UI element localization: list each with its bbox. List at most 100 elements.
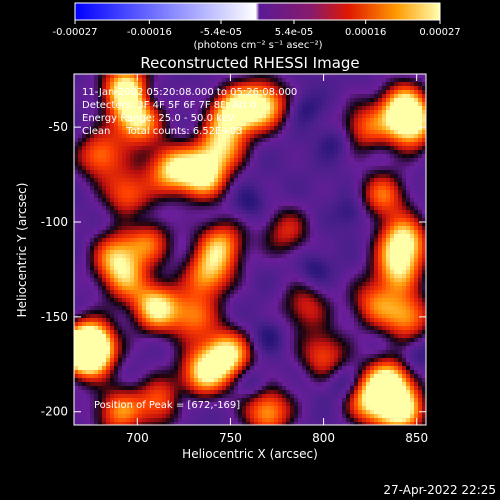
heatmap-cell [170, 166, 174, 170]
heatmap-cell [182, 166, 186, 170]
heatmap-cell [370, 102, 374, 106]
heatmap-cell [182, 98, 186, 102]
heatmap-cell [74, 122, 78, 126]
heatmap-cell [198, 214, 202, 218]
heatmap-cell [218, 166, 222, 170]
heatmap-cell [398, 250, 402, 254]
heatmap-cell [238, 154, 242, 158]
heatmap-cell [182, 242, 186, 246]
heatmap-cell [162, 138, 166, 142]
heatmap-cell [346, 166, 350, 170]
heatmap-cell [414, 262, 418, 266]
heatmap-cell [330, 138, 334, 142]
heatmap-cell [418, 146, 422, 150]
heatmap-cell [398, 114, 402, 118]
heatmap-cell [414, 282, 418, 286]
heatmap-cell [98, 202, 102, 206]
heatmap-cell [342, 110, 346, 114]
heatmap-cell [410, 266, 414, 270]
heatmap-cell [214, 246, 218, 250]
heatmap-cell [302, 134, 306, 138]
heatmap-cell [146, 226, 150, 230]
heatmap-cell [282, 86, 286, 90]
heatmap-cell [298, 190, 302, 194]
heatmap-cell [270, 198, 274, 202]
heatmap-cell [410, 146, 414, 150]
heatmap-cell [378, 78, 382, 82]
heatmap-cell [190, 254, 194, 258]
heatmap-cell [254, 134, 258, 138]
heatmap-cell [114, 266, 118, 270]
heatmap-cell [234, 90, 238, 94]
heatmap-cell [186, 282, 190, 286]
heatmap-cell [322, 118, 326, 122]
heatmap-cell [310, 178, 314, 182]
heatmap-cell [154, 90, 158, 94]
heatmap-cell [134, 210, 138, 214]
heatmap-cell [174, 78, 178, 82]
heatmap-cell [174, 190, 178, 194]
heatmap-cell [78, 186, 82, 190]
heatmap-cell [362, 190, 366, 194]
heatmap-cell [226, 290, 230, 294]
heatmap-cell [202, 86, 206, 90]
heatmap-cell [226, 198, 230, 202]
heatmap-cell [74, 170, 78, 174]
heatmap-cell [286, 98, 290, 102]
heatmap-cell [314, 234, 318, 238]
heatmap-cell [342, 182, 346, 186]
heatmap-cell [334, 254, 338, 258]
heatmap-cell [222, 238, 226, 242]
heatmap-cell [118, 210, 122, 214]
heatmap-cell [242, 178, 246, 182]
heatmap-cell [366, 206, 370, 210]
heatmap-cell [318, 270, 322, 274]
heatmap-cell [182, 182, 186, 186]
heatmap-cell [90, 298, 94, 302]
heatmap-cell [282, 266, 286, 270]
heatmap-cell [210, 154, 214, 158]
heatmap-cell [210, 186, 214, 190]
heatmap-cell [94, 162, 98, 166]
heatmap-cell [382, 186, 386, 190]
heatmap-cell [230, 214, 234, 218]
heatmap-cell [294, 198, 298, 202]
heatmap-cell [350, 182, 354, 186]
heatmap-cell [346, 282, 350, 286]
heatmap-cell [410, 246, 414, 250]
heatmap-cell [382, 178, 386, 182]
heatmap-cell [258, 294, 262, 298]
heatmap-cell [338, 142, 342, 146]
heatmap-cell [186, 106, 190, 110]
heatmap-cell [306, 170, 310, 174]
heatmap-cell [318, 246, 322, 250]
heatmap-cell [110, 142, 114, 146]
heatmap-cell [354, 126, 358, 130]
heatmap-cell [350, 186, 354, 190]
heatmap-cell [206, 234, 210, 238]
heatmap-cell [402, 214, 406, 218]
heatmap-cell [130, 82, 134, 86]
heatmap-cell [134, 186, 138, 190]
heatmap-cell [222, 74, 226, 78]
heatmap-cell [110, 250, 114, 254]
heatmap-cell [290, 270, 294, 274]
heatmap-cell [102, 170, 106, 174]
heatmap-cell [90, 74, 94, 78]
heatmap-cell [178, 126, 182, 130]
heatmap-cell [222, 122, 226, 126]
heatmap-cell [218, 162, 222, 166]
heatmap-cell [266, 182, 270, 186]
heatmap-cell [290, 174, 294, 178]
heatmap-cell [258, 290, 262, 294]
heatmap-cell [322, 246, 326, 250]
heatmap-cell [154, 82, 158, 86]
heatmap-cell [130, 114, 134, 118]
heatmap-cell [266, 134, 270, 138]
heatmap-cell [190, 202, 194, 206]
heatmap-cell [390, 198, 394, 202]
heatmap-cell [134, 146, 138, 150]
heatmap-cell [146, 286, 150, 290]
heatmap-cell [246, 174, 250, 178]
heatmap-cell [246, 194, 250, 198]
